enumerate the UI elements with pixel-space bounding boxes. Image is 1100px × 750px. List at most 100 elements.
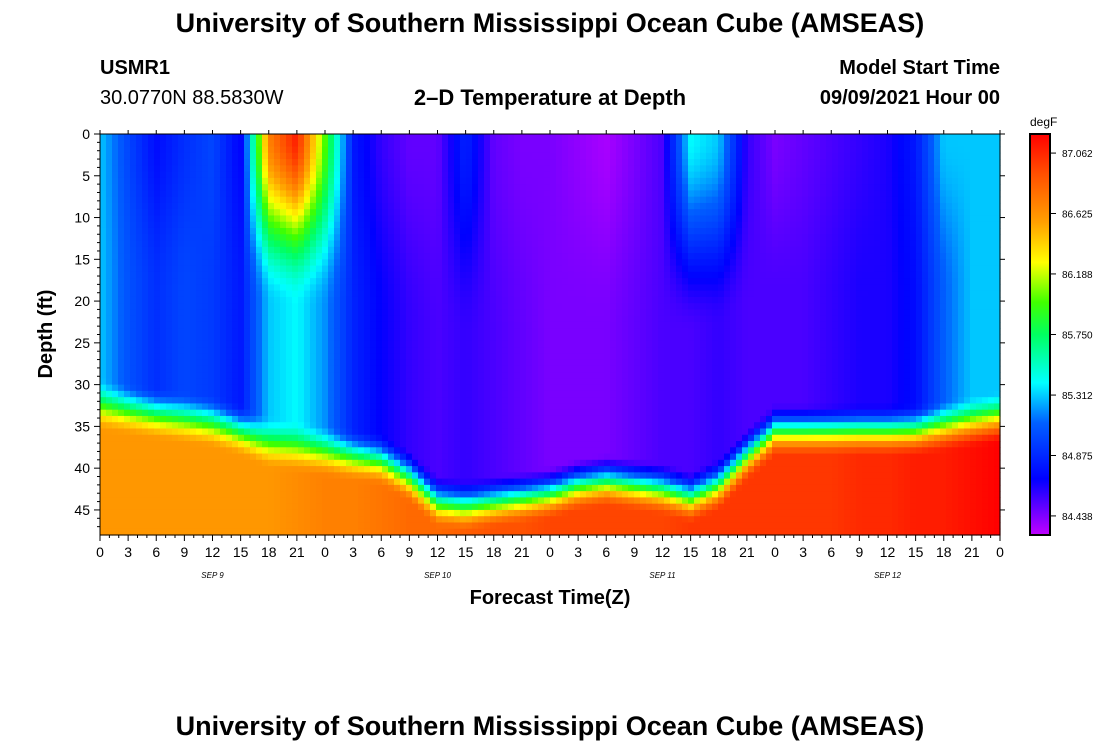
heatmap-cell xyxy=(448,359,455,367)
heatmap-cell xyxy=(466,390,473,398)
heatmap-cell xyxy=(160,227,167,235)
heatmap-cell xyxy=(118,140,125,148)
heatmap-cell xyxy=(202,472,209,480)
heatmap-cell xyxy=(454,453,461,461)
heatmap-cell xyxy=(148,334,155,342)
heatmap-cell xyxy=(232,528,239,536)
heatmap-cell xyxy=(142,334,149,342)
heatmap-cell xyxy=(532,472,539,480)
heatmap-cell xyxy=(166,334,173,342)
heatmap-cell xyxy=(502,146,509,154)
heatmap-cell xyxy=(238,390,245,398)
heatmap-cell xyxy=(256,415,263,423)
heatmap-cell xyxy=(442,403,449,411)
heatmap-cell xyxy=(388,503,395,511)
heatmap-cell xyxy=(238,453,245,461)
heatmap-cell xyxy=(124,334,131,342)
heatmap-cell xyxy=(340,484,347,492)
heatmap-cell xyxy=(514,422,521,430)
heatmap-cell xyxy=(112,190,119,198)
heatmap-cell xyxy=(136,441,143,448)
heatmap-cell xyxy=(196,184,203,191)
heatmap-cell xyxy=(220,134,227,141)
heatmap-cell xyxy=(136,234,143,242)
heatmap-cell xyxy=(268,328,275,336)
heatmap-cell xyxy=(100,384,107,392)
heatmap-cell xyxy=(394,215,401,223)
heatmap-cell xyxy=(106,253,113,260)
heatmap-cell xyxy=(496,372,503,379)
heatmap-cell xyxy=(328,134,335,141)
heatmap-cell xyxy=(448,466,455,473)
heatmap-cell xyxy=(430,171,437,179)
heatmap-cell xyxy=(502,428,509,436)
heatmap-cell xyxy=(310,215,317,223)
heatmap-cell xyxy=(220,372,227,379)
heatmap-cell xyxy=(202,146,209,154)
heatmap-cell xyxy=(430,240,437,248)
heatmap-cell xyxy=(484,165,491,173)
heatmap-cell xyxy=(256,453,263,461)
heatmap-cell xyxy=(262,334,269,342)
heatmap-cell xyxy=(406,152,413,160)
heatmap-cell xyxy=(382,422,389,430)
heatmap-cell xyxy=(184,278,191,285)
heatmap-cell xyxy=(256,353,263,361)
heatmap-cell xyxy=(490,372,497,379)
heatmap-cell xyxy=(412,441,419,448)
heatmap-cell xyxy=(142,134,149,141)
heatmap-cell xyxy=(190,428,197,436)
heatmap-cell xyxy=(436,497,443,505)
heatmap-cell xyxy=(544,152,551,160)
heatmap-cell xyxy=(376,152,383,160)
heatmap-cell xyxy=(370,259,377,267)
heatmap-cell xyxy=(328,390,335,398)
heatmap-cell xyxy=(172,140,179,148)
heatmap-cell xyxy=(232,472,239,480)
heatmap-cell xyxy=(322,434,329,442)
heatmap-cell xyxy=(208,428,215,436)
heatmap-cell xyxy=(400,140,407,148)
heatmap-cell xyxy=(154,290,161,298)
heatmap-cell xyxy=(190,171,197,179)
heatmap-cell xyxy=(418,215,425,223)
heatmap-cell xyxy=(442,253,449,260)
heatmap-cell xyxy=(250,246,257,254)
heatmap-cell xyxy=(442,177,449,185)
heatmap-cell xyxy=(364,152,371,160)
heatmap-cell xyxy=(418,509,425,517)
heatmap-cell xyxy=(316,497,323,505)
heatmap-cell xyxy=(322,184,329,191)
heatmap-cell xyxy=(376,447,383,455)
heatmap-cell xyxy=(292,353,299,361)
heatmap-cell xyxy=(184,453,191,461)
heatmap-cell xyxy=(184,190,191,198)
heatmap-cell xyxy=(562,215,569,223)
heatmap-cell xyxy=(274,234,281,242)
heatmap-cell xyxy=(184,290,191,298)
heatmap-cell xyxy=(400,422,407,430)
heatmap-cell xyxy=(322,459,329,467)
heatmap-cell xyxy=(514,227,521,235)
heatmap-cell xyxy=(352,478,359,486)
heatmap-cell xyxy=(382,321,389,329)
heatmap-cell xyxy=(130,347,137,354)
heatmap-cell xyxy=(562,209,569,217)
heatmap-cell xyxy=(430,472,437,480)
heatmap-cell xyxy=(370,177,377,185)
heatmap-cell xyxy=(202,296,209,304)
heatmap-cell xyxy=(346,372,353,379)
heatmap-cell xyxy=(298,140,305,148)
heatmap-cell xyxy=(466,340,473,348)
heatmap-cell xyxy=(136,303,143,311)
heatmap-cell xyxy=(112,353,119,361)
heatmap-cell xyxy=(394,246,401,254)
heatmap-cell xyxy=(190,466,197,473)
heatmap-cell xyxy=(262,466,269,473)
heatmap-cell xyxy=(424,522,431,530)
heatmap-cell xyxy=(406,441,413,448)
heatmap-cell xyxy=(304,453,311,461)
heatmap-cell xyxy=(526,240,533,248)
heatmap-cell xyxy=(508,321,515,329)
heatmap-cell xyxy=(226,484,233,492)
